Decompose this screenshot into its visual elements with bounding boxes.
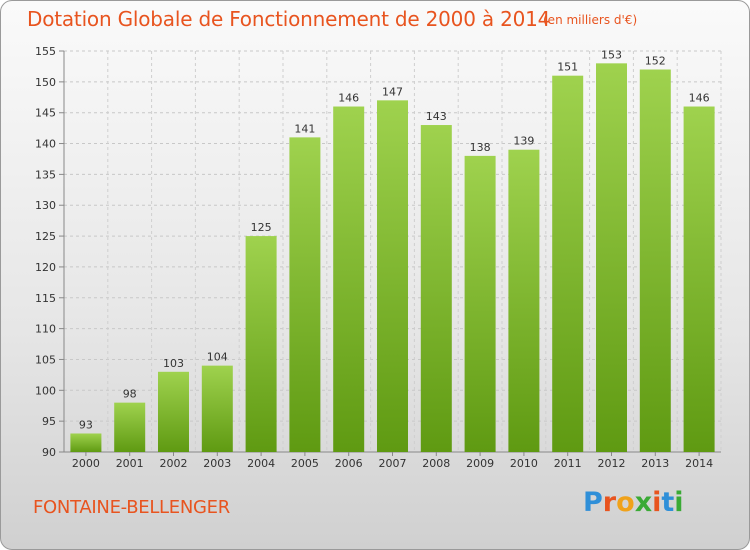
logo-letter: i bbox=[652, 487, 662, 518]
data-label: 103 bbox=[163, 357, 184, 370]
y-tick-label: 100 bbox=[35, 384, 56, 397]
y-tick-label: 150 bbox=[35, 76, 56, 89]
bar bbox=[114, 402, 146, 452]
y-tick-label: 140 bbox=[35, 138, 56, 151]
logo-letter: x bbox=[634, 487, 653, 518]
logo-letter: r bbox=[602, 487, 617, 518]
x-tick-label: 2012 bbox=[598, 457, 626, 470]
data-label: 98 bbox=[123, 388, 137, 401]
x-tick-label: 2014 bbox=[685, 457, 713, 470]
data-label: 104 bbox=[207, 351, 228, 364]
y-tick-label: 90 bbox=[42, 446, 56, 459]
x-tick-label: 2011 bbox=[554, 457, 582, 470]
logo-letter: o bbox=[616, 487, 635, 518]
x-tick-label: 2013 bbox=[641, 457, 669, 470]
bar bbox=[201, 365, 233, 452]
bar bbox=[245, 236, 277, 452]
y-tick-label: 125 bbox=[35, 230, 56, 243]
y-tick-label: 155 bbox=[35, 45, 56, 58]
bar bbox=[377, 100, 408, 452]
data-label: 146 bbox=[338, 92, 359, 105]
y-tick-label: 120 bbox=[35, 261, 56, 274]
bar bbox=[158, 371, 189, 452]
x-tick-label: 2006 bbox=[335, 457, 363, 470]
chart-title: Dotation Globale de Fonctionnement de 20… bbox=[27, 7, 551, 31]
y-tick-label: 105 bbox=[35, 353, 56, 366]
bar bbox=[596, 63, 627, 452]
data-label: 153 bbox=[601, 48, 622, 61]
data-label: 151 bbox=[557, 61, 578, 74]
bar bbox=[289, 137, 321, 452]
proxiti-logo[interactable]: Proxiti bbox=[583, 487, 684, 518]
x-tick-label: 2004 bbox=[247, 457, 275, 470]
y-tick-label: 95 bbox=[42, 415, 56, 428]
bar bbox=[683, 106, 715, 453]
commune-name: FONTAINE-BELLENGER bbox=[33, 497, 230, 518]
data-label: 138 bbox=[470, 141, 491, 154]
bar bbox=[70, 433, 102, 452]
bar bbox=[464, 155, 496, 452]
chart-unit: (en milliers d'€) bbox=[543, 13, 638, 27]
data-label: 125 bbox=[251, 221, 272, 234]
bars-layer bbox=[70, 63, 715, 453]
data-label: 146 bbox=[689, 92, 710, 105]
logo-letter: P bbox=[583, 487, 603, 518]
x-tick-label: 2007 bbox=[379, 457, 407, 470]
labels-layer: 90 95 100 105 110 115 120 125 130 135 140 145 150 155… bbox=[35, 45, 713, 470]
x-tick-label: 2000 bbox=[72, 457, 100, 470]
bar bbox=[552, 75, 584, 452]
bar bbox=[333, 106, 365, 453]
logo-letter: t bbox=[661, 487, 675, 518]
data-label: 141 bbox=[294, 122, 315, 135]
x-tick-label: 2003 bbox=[203, 457, 231, 470]
x-tick-label: 2005 bbox=[291, 457, 319, 470]
x-tick-label: 2008 bbox=[422, 457, 450, 470]
data-label: 139 bbox=[513, 135, 534, 148]
bar bbox=[639, 69, 671, 452]
bar bbox=[420, 125, 452, 453]
y-tick-label: 110 bbox=[35, 323, 56, 336]
y-tick-label: 115 bbox=[35, 292, 56, 305]
data-label: 152 bbox=[645, 55, 666, 68]
bar bbox=[508, 149, 540, 452]
logo-letter: i bbox=[674, 487, 684, 518]
y-tick-label: 130 bbox=[35, 199, 56, 212]
data-label: 93 bbox=[79, 418, 93, 431]
x-tick-label: 2002 bbox=[160, 457, 188, 470]
data-label: 147 bbox=[382, 85, 403, 98]
x-tick-label: 2001 bbox=[116, 457, 144, 470]
y-tick-label: 145 bbox=[35, 107, 56, 120]
y-tick-label: 135 bbox=[35, 168, 56, 181]
x-tick-label: 2010 bbox=[510, 457, 538, 470]
x-tick-label: 2009 bbox=[466, 457, 494, 470]
data-label: 143 bbox=[426, 110, 447, 123]
